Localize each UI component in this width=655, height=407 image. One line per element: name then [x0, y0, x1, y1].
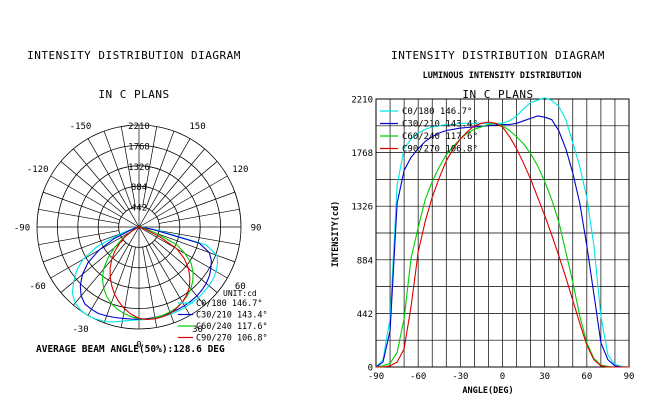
- polar-spoke: [138, 175, 228, 228]
- x-tick-label: -60: [410, 372, 426, 382]
- right-header: INTENSITY DISTRIBUTION DIAGRAM IN C PLAN…: [360, 23, 636, 114]
- polar-curve-c90: [109, 226, 191, 320]
- polar-radial-label: 1326: [128, 163, 150, 173]
- polar-spoke: [43, 233, 120, 263]
- polar-spoke: [38, 230, 119, 246]
- polar-grid: [36, 124, 242, 330]
- polar-legend: C0/180 146.7° C30/210 143.4°C60/240 117.6…: [178, 299, 268, 344]
- y-tick-label: 884: [357, 256, 373, 266]
- polar-spoke: [38, 208, 119, 224]
- polar-spoke: [138, 138, 191, 228]
- y-tick-label: 2210: [351, 96, 373, 106]
- polar-spoke: [159, 230, 240, 246]
- polar-spoke: [73, 148, 127, 212]
- series-line-c90: [376, 121, 629, 368]
- polar-spoke: [138, 226, 191, 316]
- cartesian-legend-label: C0/180 146.7°: [402, 107, 472, 117]
- y-tick-label: 1326: [351, 203, 373, 213]
- polar-angle-label: 120: [232, 165, 248, 175]
- polar-spoke: [158, 233, 235, 263]
- polar-spoke: [87, 138, 140, 228]
- cartesian-legend: C0/180 146.7° C30/210 143.4° C60/240 117.6…: [380, 107, 478, 155]
- polar-spoke: [43, 191, 120, 221]
- polar-legend-label: C60/240 117.6°: [196, 322, 268, 332]
- polar-spoke: [145, 246, 175, 323]
- polar-unit-label: UNIT:cd: [223, 289, 257, 298]
- polar-angle-label: -90: [14, 224, 30, 234]
- polar-angle-label: 150: [189, 122, 205, 132]
- y-tick-label: 0: [368, 364, 373, 374]
- polar-radial-label: 442: [131, 204, 147, 214]
- left-header-line1: INTENSITY DISTRIBUTION DIAGRAM: [27, 49, 241, 62]
- x-tick-label: -90: [368, 372, 384, 382]
- polar-spoke: [50, 226, 140, 279]
- polar-angle-label: 90: [251, 224, 262, 234]
- polar-angle-label: -150: [70, 122, 92, 132]
- polar-spoke: [158, 191, 235, 221]
- polar-spoke: [103, 246, 133, 323]
- polar-spoke: [120, 126, 136, 207]
- polar-legend-label: C0/180 146.7°: [196, 299, 263, 309]
- polar-curves: [71, 226, 219, 323]
- polar-spoke: [142, 126, 158, 207]
- x-tick-label: 30: [539, 372, 550, 382]
- polar-spoke: [145, 131, 175, 208]
- right-header-line2: IN C PLANS: [462, 88, 534, 101]
- polar-spoke: [120, 247, 136, 328]
- series-line-c0: [375, 97, 630, 368]
- polar-radial-label: 2210: [128, 122, 150, 132]
- polar-legend-label: C30/210 143.4°: [196, 311, 268, 321]
- polar-spoke: [87, 226, 140, 316]
- polar-angle-label: 30: [192, 325, 203, 335]
- polar-spoke: [60, 239, 124, 293]
- x-tick-label: 90: [624, 372, 635, 382]
- polar-chart: -150 150 -120 120 -90 90 -60 60 -30 30 0 2210 1768 13…: [14, 122, 268, 355]
- polar-spoke: [138, 226, 228, 279]
- cartesian-legend-label: C90/270 106.8°: [402, 145, 478, 155]
- polar-spoke: [50, 175, 140, 228]
- polar-footer: AVERAGE BEAM ANGLE(50%):128.6 DEG: [36, 344, 225, 355]
- polar-angle-label: -120: [27, 165, 49, 175]
- polar-spoke: [73, 242, 127, 306]
- polar-spoke: [103, 131, 133, 208]
- polar-angle-label: 0: [136, 341, 141, 351]
- polar-spoke: [154, 239, 218, 293]
- polar-labels: -150 150 -120 120 -90 90 -60 60 -30 30 0 2210 1768 13…: [14, 122, 262, 351]
- polar-spoke: [159, 208, 240, 224]
- y-axis-label: INTENSITY(cd): [331, 201, 341, 268]
- polar-spoke: [151, 242, 205, 306]
- polar-angle-label: -60: [30, 282, 46, 292]
- cartesian-ticks: -90 -60 -30 0 30 60 90 0 442 884 1326 1768 2210: [351, 96, 634, 383]
- polar-radial-label: 884: [131, 183, 147, 193]
- polar-spoke: [151, 148, 205, 212]
- x-axis-label: ANGLE(DEG): [462, 386, 513, 396]
- cartesian-chart: LUMINOUS INTENSITY DISTRIBUTION -90 -60 -3…: [331, 71, 634, 396]
- polar-spoke: [142, 247, 158, 328]
- polar-legend-label: C90/270 106.8°: [196, 334, 268, 344]
- left-header-line2: IN C PLANS: [98, 88, 170, 101]
- x-tick-label: 60: [581, 372, 592, 382]
- polar-angle-label: 60: [235, 282, 246, 292]
- series-line-c30: [375, 115, 629, 368]
- cartesian-legend-label: C30/210 143.4°: [402, 120, 478, 130]
- polar-angle-label: -30: [72, 325, 88, 335]
- y-tick-label: 442: [357, 310, 373, 320]
- x-tick-label: 0: [500, 372, 505, 382]
- cartesian-curves: [375, 97, 630, 368]
- x-tick-label: -30: [452, 372, 468, 382]
- polar-radial-label: 1768: [128, 142, 150, 152]
- left-header: INTENSITY DISTRIBUTION DIAGRAM IN C PLAN…: [0, 23, 268, 114]
- cartesian-frame: [375, 98, 630, 368]
- y-tick-label: 1768: [351, 149, 373, 159]
- cartesian-title: LUMINOUS INTENSITY DISTRIBUTION: [423, 71, 582, 81]
- polar-spoke: [154, 161, 218, 215]
- cartesian-legend-label: C60/240 117.6°: [402, 132, 478, 142]
- right-header-line1: INTENSITY DISTRIBUTION DIAGRAM: [391, 49, 605, 62]
- polar-spoke: [60, 161, 124, 215]
- series-line-c60: [375, 122, 629, 368]
